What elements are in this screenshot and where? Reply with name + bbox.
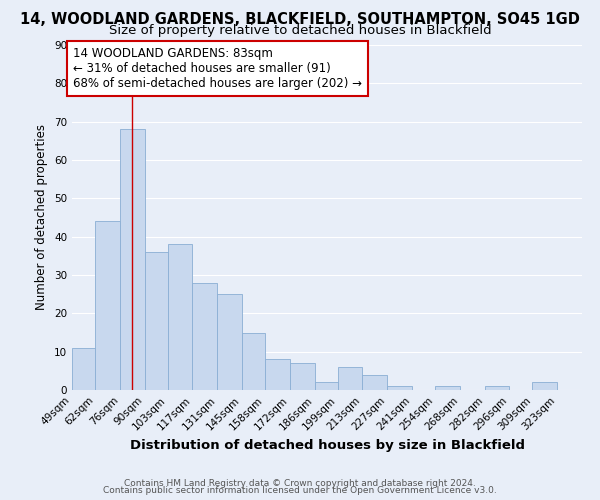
- Bar: [314, 382, 338, 390]
- Text: 14, WOODLAND GARDENS, BLACKFIELD, SOUTHAMPTON, SO45 1GD: 14, WOODLAND GARDENS, BLACKFIELD, SOUTHA…: [20, 12, 580, 28]
- Text: Contains HM Land Registry data © Crown copyright and database right 2024.: Contains HM Land Registry data © Crown c…: [124, 478, 476, 488]
- Bar: [72, 348, 95, 390]
- Bar: [120, 130, 145, 390]
- Bar: [167, 244, 193, 390]
- Bar: [338, 367, 362, 390]
- Bar: [145, 252, 167, 390]
- Y-axis label: Number of detached properties: Number of detached properties: [35, 124, 49, 310]
- X-axis label: Distribution of detached houses by size in Blackfield: Distribution of detached houses by size …: [130, 438, 524, 452]
- Text: 14 WOODLAND GARDENS: 83sqm
← 31% of detached houses are smaller (91)
68% of semi: 14 WOODLAND GARDENS: 83sqm ← 31% of deta…: [73, 47, 362, 90]
- Bar: [485, 386, 509, 390]
- Bar: [217, 294, 242, 390]
- Bar: [387, 386, 412, 390]
- Bar: [290, 363, 314, 390]
- Bar: [362, 374, 387, 390]
- Bar: [95, 222, 120, 390]
- Bar: [242, 332, 265, 390]
- Text: Size of property relative to detached houses in Blackfield: Size of property relative to detached ho…: [109, 24, 491, 37]
- Text: Contains public sector information licensed under the Open Government Licence v3: Contains public sector information licen…: [103, 486, 497, 495]
- Bar: [532, 382, 557, 390]
- Bar: [193, 282, 217, 390]
- Bar: [435, 386, 460, 390]
- Bar: [265, 360, 290, 390]
